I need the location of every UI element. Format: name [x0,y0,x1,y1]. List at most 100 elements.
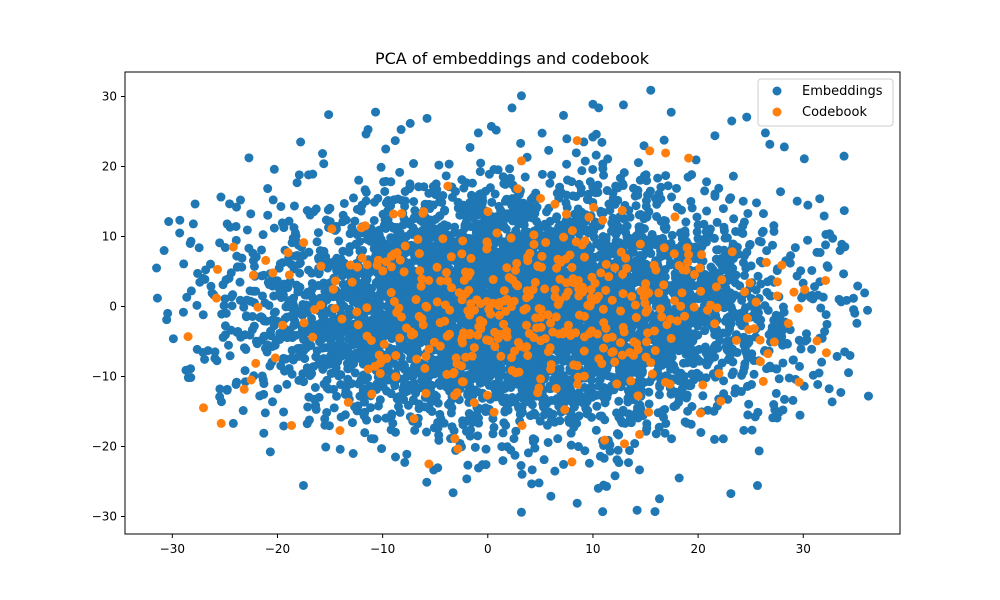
embeddings-point [296,137,306,147]
embeddings-point [696,428,706,437]
embeddings-point [720,233,730,243]
embeddings-point [700,326,710,336]
embeddings-point [712,217,722,227]
embeddings-point [232,251,242,261]
embeddings-point [795,361,805,371]
embeddings-point [375,395,385,405]
embeddings-point [360,428,370,438]
embeddings-point [788,395,798,405]
embeddings-point [259,428,269,438]
embeddings-point [719,376,729,386]
embeddings-point [821,240,831,250]
embeddings-point [577,166,587,176]
embeddings-point [270,307,280,317]
embeddings-point [656,194,666,204]
embeddings-point [644,387,654,397]
embeddings-point [481,403,491,413]
embeddings-point [816,303,826,313]
embeddings-point [219,301,229,311]
embeddings-point [576,183,586,193]
embeddings-point [815,194,825,204]
embeddings-point [168,334,178,344]
embeddings-point [484,380,494,390]
embeddings-point [807,344,817,354]
embeddings-point [661,171,671,181]
embeddings-point [656,182,666,192]
embeddings-point [517,383,527,393]
embeddings-point [252,339,262,349]
embeddings-point [284,257,294,267]
embeddings-point [597,137,607,147]
embeddings-point [361,196,371,206]
embeddings-point [459,183,469,193]
embeddings-point [516,91,526,101]
embeddings-point [607,372,617,382]
embeddings-point [324,110,334,120]
embeddings-point [863,391,873,401]
embeddings-point [372,379,382,389]
embeddings-point [497,442,507,452]
embeddings-point [514,219,524,229]
embeddings-point [808,370,818,380]
embeddings-point [860,288,870,298]
embeddings-point [693,321,703,331]
embeddings-point [348,449,358,458]
embeddings-point [431,190,441,200]
embeddings-point [796,344,806,354]
embeddings-point [485,183,495,193]
embeddings-point [531,410,540,420]
embeddings-point [355,391,365,401]
embeddings-point [593,180,603,190]
embeddings-point [231,221,241,231]
embeddings-point [338,210,348,220]
embeddings-point [571,192,581,202]
embeddings-point [273,384,283,394]
embeddings-point [625,446,635,456]
embeddings-point [263,340,273,350]
embeddings-point [218,332,228,342]
embeddings-point [678,358,688,368]
embeddings-point [752,481,762,491]
embeddings-point [693,330,703,340]
embeddings-point [710,131,720,141]
embeddings-point [175,228,185,238]
embeddings-point [266,326,276,336]
embeddings-point [397,195,407,205]
embeddings-point [228,418,238,428]
embeddings-point [282,379,292,389]
embeddings-point [376,162,386,172]
embeddings-point [658,406,668,416]
embeddings-point [745,239,755,249]
embeddings-point [760,128,770,138]
embeddings-point [507,103,517,113]
embeddings-point [743,208,753,218]
embeddings-point [698,391,708,401]
embeddings-point [666,107,676,117]
embeddings-point [768,240,778,250]
embeddings-point [680,226,690,236]
embeddings-point [474,463,484,473]
embeddings-point [322,408,332,418]
embeddings-point [329,384,339,394]
embeddings-point [409,159,419,169]
embeddings-point [642,176,652,186]
embeddings-point [823,262,833,272]
embeddings-point [792,196,802,206]
embeddings-point [610,471,620,481]
embeddings-point [467,178,477,188]
embeddings-point [659,223,669,233]
embeddings-point [152,263,162,273]
embeddings-point [650,507,660,517]
embeddings-point [821,229,831,239]
embeddings-point [719,222,729,232]
embeddings-point [259,379,269,389]
embeddings-point [444,159,454,169]
embeddings-point [753,271,763,281]
embeddings-point [422,477,432,487]
embeddings-point [574,388,584,398]
embeddings-point [516,507,526,517]
embeddings-point [682,390,692,400]
embeddings-point [571,148,581,158]
embeddings-point [371,107,381,117]
embeddings-point [433,463,443,473]
